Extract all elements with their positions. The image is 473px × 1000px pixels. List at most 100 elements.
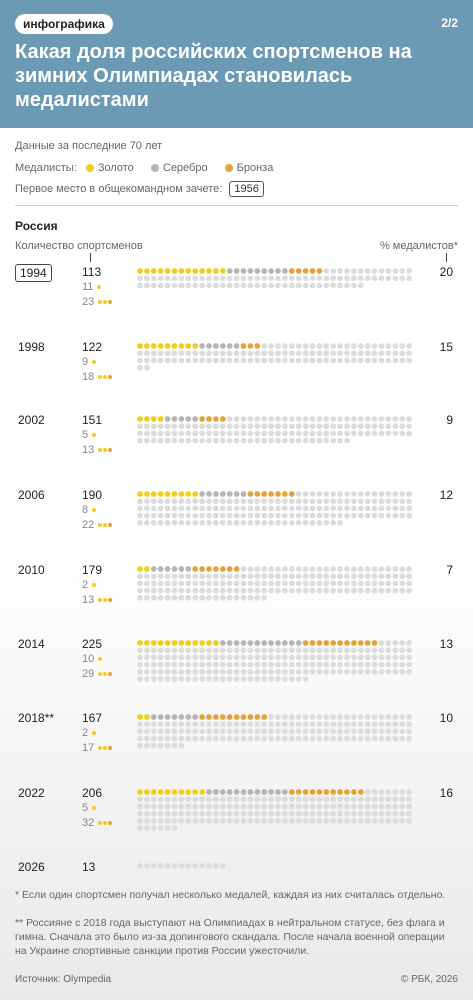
athlete-dot bbox=[171, 430, 178, 437]
athlete-dot bbox=[337, 498, 343, 505]
athlete-dot bbox=[261, 573, 268, 580]
athlete-dot bbox=[364, 423, 371, 430]
athlete-dot bbox=[247, 416, 254, 422]
athlete-dot bbox=[206, 423, 212, 430]
athlete-dot bbox=[378, 654, 385, 661]
athlete-dot bbox=[233, 661, 240, 668]
athlete-dot bbox=[399, 721, 406, 728]
athlete-dot bbox=[150, 594, 157, 601]
athlete-dot bbox=[330, 437, 337, 444]
athlete-dot bbox=[254, 817, 261, 824]
athlete-dot bbox=[351, 268, 357, 274]
athlete-dot bbox=[185, 275, 192, 282]
athlete-dot bbox=[288, 803, 295, 810]
athlete-dot bbox=[282, 721, 288, 728]
athlete-dot bbox=[192, 268, 199, 274]
athlete-dot bbox=[157, 803, 164, 810]
year-label: 1998 bbox=[18, 340, 45, 354]
athlete-dot bbox=[351, 654, 357, 661]
athlete-dot bbox=[288, 640, 295, 646]
athlete-dot bbox=[157, 505, 164, 512]
athlete-dot bbox=[282, 647, 288, 654]
year-label: 2014 bbox=[18, 637, 45, 651]
athlete-dot bbox=[226, 676, 233, 682]
athlete-dot bbox=[178, 587, 185, 594]
athlete-dot bbox=[254, 357, 261, 364]
athlete-dot bbox=[295, 647, 302, 654]
athlete-dot bbox=[240, 817, 247, 824]
multi-medal-icon bbox=[98, 598, 103, 602]
athlete-dot bbox=[192, 789, 199, 795]
athlete-dot bbox=[378, 268, 385, 274]
athlete-dot bbox=[351, 343, 357, 349]
athlete-dot bbox=[233, 275, 240, 282]
athlete-dot bbox=[371, 587, 378, 594]
athlete-dot bbox=[219, 268, 226, 274]
athlete-dot bbox=[378, 810, 385, 817]
athlete-dot bbox=[385, 580, 392, 587]
athlete-dot bbox=[192, 282, 199, 289]
athlete-dot bbox=[378, 721, 385, 728]
year-label: 2002 bbox=[18, 413, 45, 427]
athlete-dot bbox=[275, 796, 281, 803]
athlete-dot bbox=[137, 728, 143, 735]
athlete-dot bbox=[309, 817, 316, 824]
athlete-dot bbox=[275, 282, 281, 289]
athlete-dot bbox=[392, 728, 399, 735]
athlete-dot bbox=[185, 661, 192, 668]
athlete-dot bbox=[288, 416, 295, 422]
athlete-dot bbox=[254, 498, 261, 505]
athlete-dot bbox=[219, 647, 226, 654]
athlete-dot bbox=[157, 566, 164, 572]
athlete-dot bbox=[254, 580, 261, 587]
athlete-dot bbox=[275, 676, 281, 682]
athlete-dot bbox=[399, 350, 406, 357]
athlete-dot bbox=[330, 519, 337, 526]
athlete-dot bbox=[302, 640, 309, 646]
athlete-dot bbox=[226, 587, 233, 594]
athlete-dot bbox=[406, 423, 412, 430]
athlete-dot bbox=[344, 498, 350, 505]
athlete-dot bbox=[206, 735, 212, 742]
athlete-dot bbox=[254, 519, 261, 526]
athlete-dot bbox=[178, 282, 185, 289]
athlete-dot bbox=[164, 357, 171, 364]
athlete-dot bbox=[254, 668, 261, 675]
athlete-dot bbox=[150, 796, 157, 803]
athlete-dot bbox=[150, 668, 157, 675]
athlete-dot bbox=[178, 714, 185, 720]
athlete-dot bbox=[351, 275, 357, 282]
athlete-dot bbox=[164, 721, 171, 728]
athlete-dot bbox=[302, 796, 309, 803]
athlete-dot bbox=[144, 430, 150, 437]
athlete-dot bbox=[268, 505, 274, 512]
athlete-dot bbox=[337, 668, 343, 675]
athlete-dot bbox=[399, 512, 406, 519]
athlete-dot bbox=[144, 789, 150, 795]
athlete-dot bbox=[302, 661, 309, 668]
athlete-dot bbox=[275, 661, 281, 668]
athlete-dot bbox=[164, 430, 171, 437]
athlete-dot bbox=[385, 268, 392, 274]
athlete-dot bbox=[268, 512, 274, 519]
athlete-dot bbox=[309, 789, 316, 795]
athlete-dot bbox=[240, 810, 247, 817]
athlete-dot bbox=[137, 505, 143, 512]
athlete-dot bbox=[351, 640, 357, 646]
athlete-dot bbox=[399, 810, 406, 817]
page-number: 2/2 bbox=[441, 16, 458, 30]
athlete-dot bbox=[206, 789, 212, 795]
athlete-dot bbox=[261, 350, 268, 357]
athlete-dot bbox=[275, 268, 281, 274]
athlete-dot bbox=[247, 573, 254, 580]
athlete-dot bbox=[192, 863, 199, 869]
multi-medal-icon bbox=[98, 672, 103, 676]
athlete-dot bbox=[344, 437, 350, 444]
athlete-dot bbox=[171, 825, 178, 831]
athlete-dot bbox=[323, 647, 330, 654]
athlete-dot bbox=[392, 512, 399, 519]
athlete-dot bbox=[282, 654, 288, 661]
athlete-dot bbox=[137, 519, 143, 526]
athlete-dot bbox=[282, 430, 288, 437]
athlete-dot bbox=[282, 810, 288, 817]
